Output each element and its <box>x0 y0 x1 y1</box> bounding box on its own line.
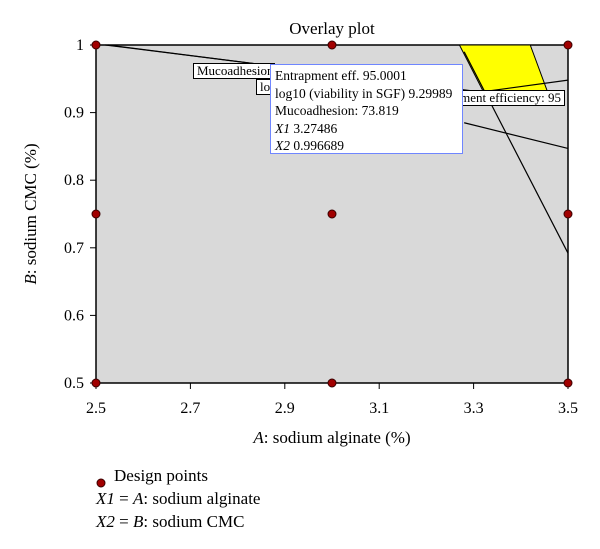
mucoadhesion-contour-label: Mucoadhesion <box>193 63 275 79</box>
design-point <box>91 209 101 219</box>
entrapment-contour-label: Entrapment efficiency: 95 <box>455 90 565 106</box>
x-tick-label: 3.1 <box>369 400 389 417</box>
tooltip-viability: log10 (viability in SGF) 9.29989 <box>275 85 453 101</box>
y-axis-label: B: sodium CMC (%) <box>21 143 40 284</box>
design-point <box>563 40 573 50</box>
y-tick-label: 0.5 <box>64 375 84 392</box>
design-point <box>563 209 573 219</box>
contour-line-5 <box>463 51 569 254</box>
x-tick-label: 3.5 <box>558 400 578 417</box>
legend: Design points X1 = A: sodium alginate X2… <box>96 464 260 533</box>
tooltip-x2: X2 0.996689 <box>275 138 344 154</box>
design-point <box>91 378 101 388</box>
x-tick-label: 2.5 <box>86 400 106 417</box>
y-tick-label: 0.6 <box>64 307 84 324</box>
y-tick-label: 0.7 <box>64 240 84 257</box>
design-point <box>327 378 337 388</box>
y-tick-label: 1 <box>76 37 84 54</box>
x-tick-label: 2.9 <box>275 400 295 417</box>
design-point <box>327 40 337 50</box>
chart-title: Overlay plot <box>289 19 375 38</box>
tooltip-x1: X1 3.27486 <box>275 120 338 136</box>
viability-contour-label: log10 (viability in SGF) <box>256 79 274 95</box>
design-points <box>91 40 573 388</box>
y-tick-label: 0.8 <box>64 172 84 189</box>
x-tick-label: 3.3 <box>464 400 484 417</box>
contour-line-4 <box>464 122 569 150</box>
design-point <box>91 40 101 50</box>
design-point <box>563 378 573 388</box>
x-axis-label: A: sodium alginate (%) <box>252 428 410 447</box>
design-point <box>327 209 337 219</box>
design-point-marker-icon <box>96 471 106 487</box>
x-axis-ticks: 2.5 2.7 2.9 3.1 3.3 3.5 <box>86 383 578 417</box>
legend-design-points: Design points <box>96 464 260 487</box>
y-axis-ticks: 0.5 0.6 0.7 0.8 0.9 1 <box>64 37 96 392</box>
point-info-tooltip: Entrapment eff. 95.0001 log10 (viability… <box>270 64 463 154</box>
legend-x2: X2 = B: sodium CMC <box>96 512 245 531</box>
y-tick-label: 0.9 <box>64 105 84 122</box>
tooltip-entrapment: Entrapment eff. 95.0001 <box>275 68 407 83</box>
x-tick-label: 2.7 <box>180 400 200 417</box>
legend-x1: X1 = A: sodium alginate <box>96 489 261 508</box>
tooltip-mucoadhesion: Mucoadhesion: 73.819 <box>275 103 399 119</box>
